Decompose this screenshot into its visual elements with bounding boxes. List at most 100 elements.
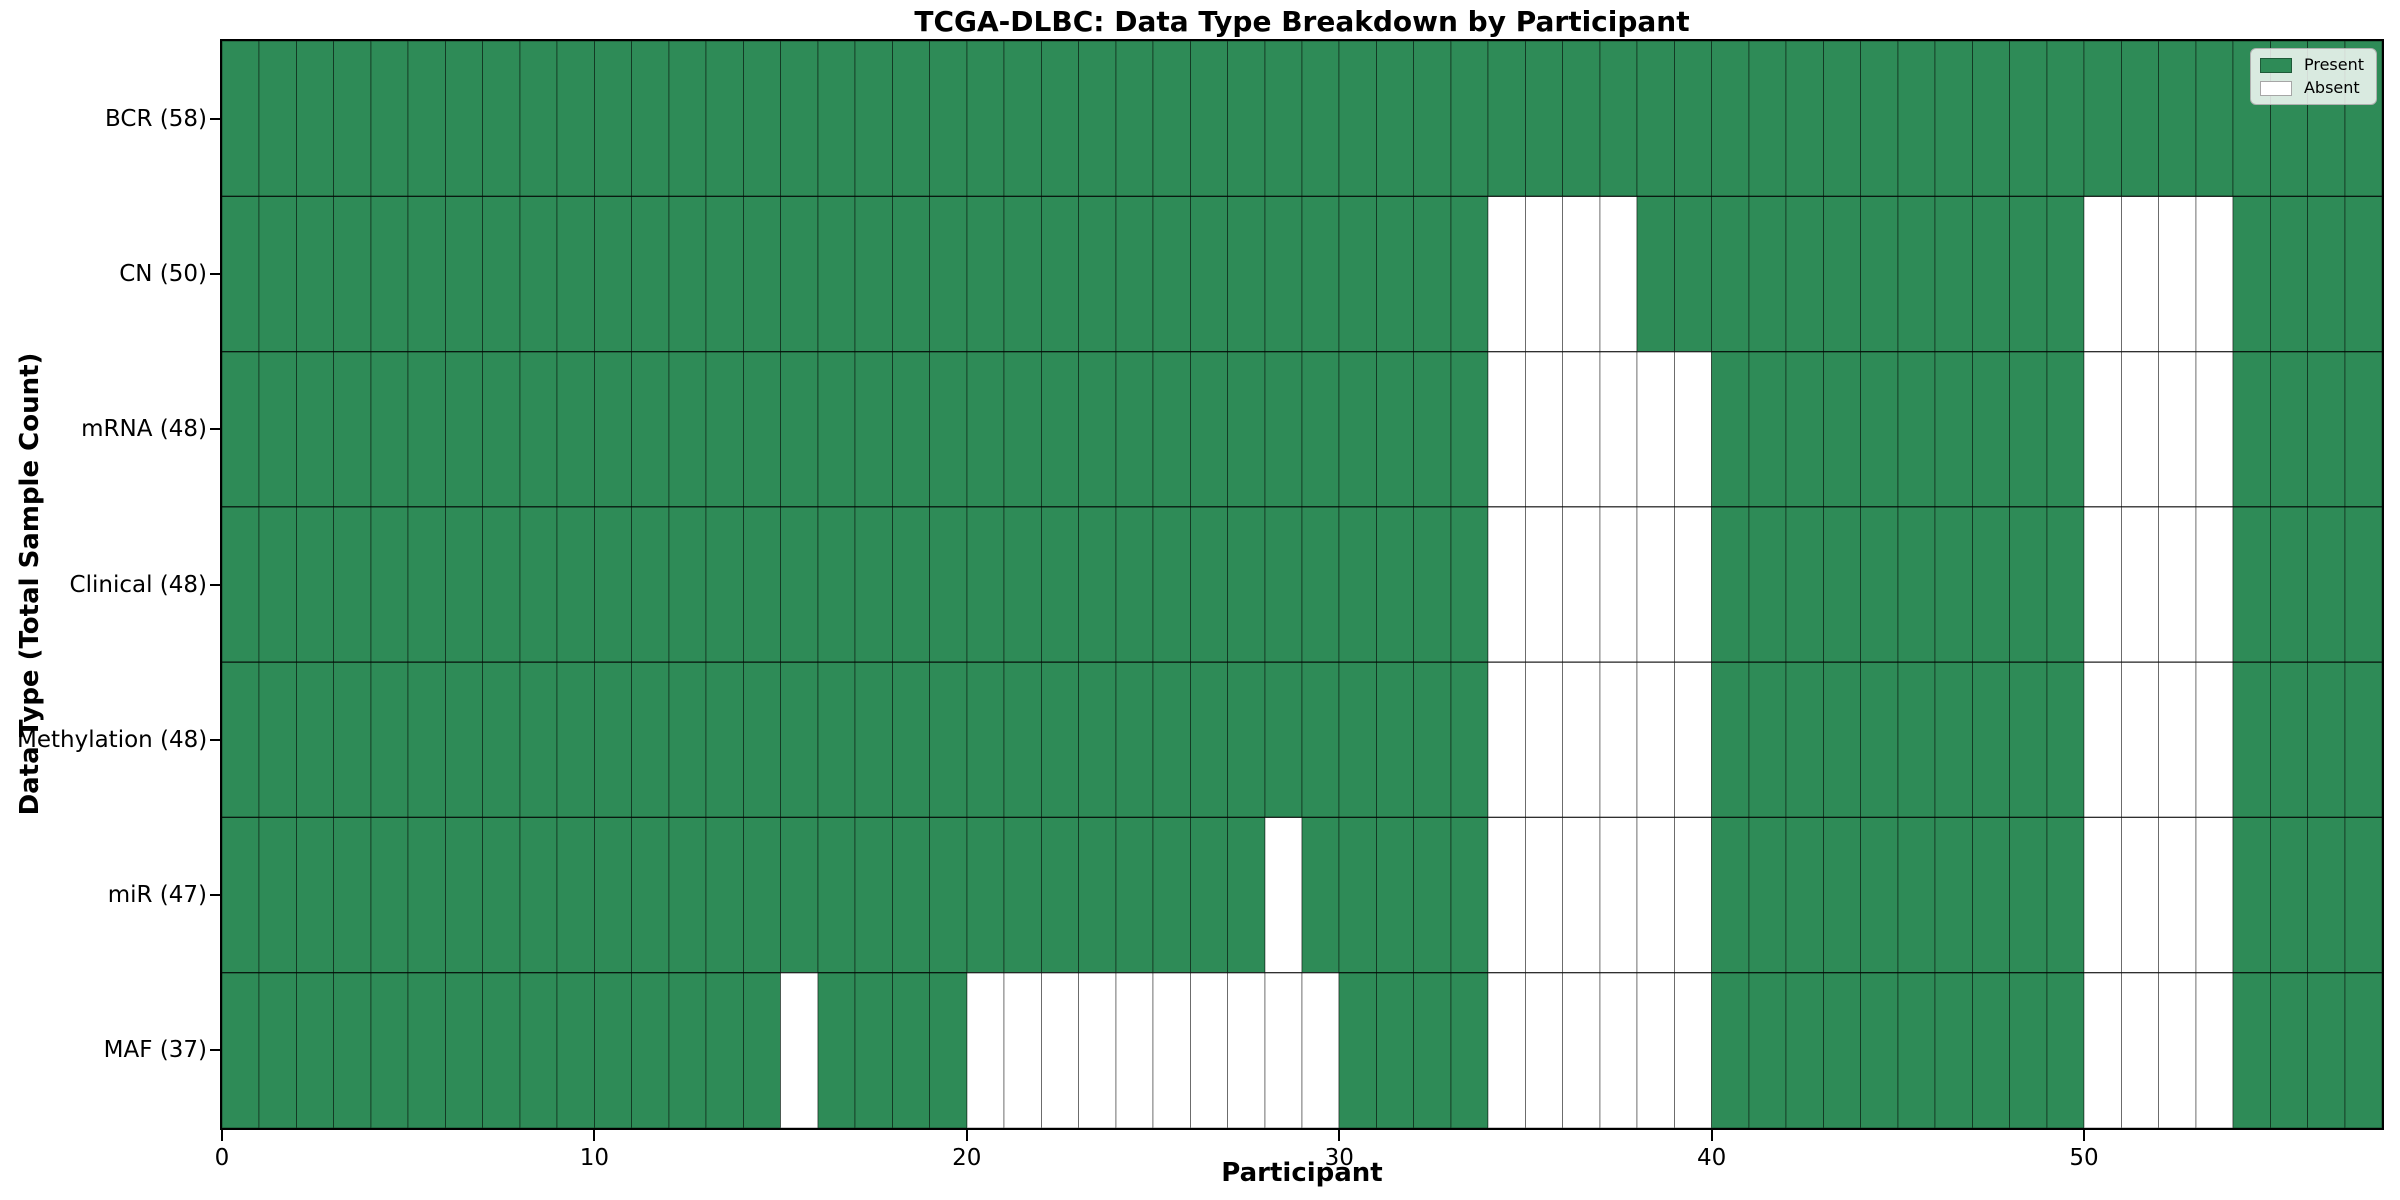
y-tick-mark <box>210 428 221 431</box>
heatmap-cell <box>929 661 968 818</box>
heatmap-cell <box>1860 195 1899 353</box>
heatmap-cell <box>1487 195 1526 353</box>
heatmap-cell <box>1152 816 1191 974</box>
heatmap-cell <box>817 351 856 508</box>
heatmap-cell <box>1897 195 1936 353</box>
heatmap-cell <box>1264 195 1303 353</box>
heatmap-cell <box>1971 506 2011 663</box>
heatmap-cell <box>1599 41 1638 197</box>
heatmap-cell <box>1562 351 1601 508</box>
y-tick-label: MAF (37) <box>103 1037 207 1064</box>
heatmap-cell <box>1562 41 1601 197</box>
y-tick-mark <box>210 1049 221 1052</box>
heatmap-cell <box>742 351 782 508</box>
heatmap-cell <box>1860 351 1899 508</box>
heatmap-cell <box>2083 41 2122 197</box>
heatmap-cell <box>966 972 1005 1128</box>
heatmap-cell <box>1115 816 1154 974</box>
heatmap-cell <box>780 661 819 818</box>
heatmap-cell <box>2083 816 2122 974</box>
heatmap-cell <box>2232 972 2271 1128</box>
heatmap-cell <box>1227 972 1266 1128</box>
heatmap-cell <box>817 506 856 663</box>
heatmap-cell <box>1450 661 1489 818</box>
heatmap-cell <box>2307 351 2346 508</box>
heatmap-cell <box>1301 661 1340 818</box>
heatmap-cell <box>742 41 782 197</box>
heatmap-cell <box>370 351 409 508</box>
heatmap-grid <box>222 41 2382 1128</box>
heatmap-cell <box>295 661 335 818</box>
heatmap-cell <box>1673 195 1713 353</box>
x-tick-label: 50 <box>2069 1145 2099 1171</box>
heatmap-cell <box>2269 195 2309 353</box>
heatmap-cell <box>2158 661 2197 818</box>
heatmap-cell <box>1115 195 1154 353</box>
heatmap-cell <box>2269 506 2309 663</box>
heatmap-cell <box>370 816 409 974</box>
heatmap-cell <box>2307 972 2346 1128</box>
heatmap-cell <box>1003 351 1042 508</box>
heatmap-cell <box>1227 351 1266 508</box>
heatmap-cell <box>2046 41 2085 197</box>
heatmap-cell <box>1860 661 1899 818</box>
heatmap-cell <box>1562 816 1601 974</box>
heatmap-cell <box>1413 661 1452 818</box>
heatmap-cell <box>407 661 446 818</box>
heatmap-cell <box>1078 661 1117 818</box>
heatmap-cell <box>2232 816 2271 974</box>
heatmap-cell <box>891 972 931 1128</box>
x-tick-mark <box>1710 1130 1713 1141</box>
heatmap-cell <box>1934 661 1973 818</box>
heatmap-cell <box>2083 506 2122 663</box>
heatmap-cell <box>2232 506 2271 663</box>
heatmap-cell <box>556 195 595 353</box>
legend-label-present: Present <box>2303 55 2364 74</box>
x-tick-mark <box>593 1130 596 1141</box>
heatmap-cell <box>258 506 297 663</box>
heatmap-cell <box>593 41 633 197</box>
heatmap-cell <box>1078 972 1117 1128</box>
heatmap-cell <box>444 195 484 353</box>
heatmap-cell <box>1413 506 1452 663</box>
heatmap-cell <box>2232 351 2271 508</box>
heatmap-cell <box>1897 972 1936 1128</box>
heatmap-cell <box>1785 41 1824 197</box>
heatmap-cell <box>1860 972 1899 1128</box>
heatmap-cell <box>2195 506 2234 663</box>
heatmap-cell <box>1078 41 1117 197</box>
heatmap-cell <box>966 816 1005 974</box>
heatmap-cell <box>1003 506 1042 663</box>
heatmap-cell <box>631 816 670 974</box>
heatmap-cell <box>407 195 446 353</box>
heatmap-cell <box>1636 661 1675 818</box>
y-tick-mark <box>210 117 221 120</box>
heatmap-cell <box>742 661 782 818</box>
heatmap-cell <box>1487 816 1526 974</box>
heatmap-cell <box>1785 661 1824 818</box>
heatmap-cell <box>1003 816 1042 974</box>
heatmap-cell <box>1152 195 1191 353</box>
heatmap-cell <box>1115 661 1154 818</box>
heatmap-cell <box>854 972 893 1128</box>
heatmap-cell <box>1599 661 1638 818</box>
heatmap-cell <box>1711 972 1750 1128</box>
heatmap-cell <box>929 972 968 1128</box>
heatmap-cell <box>817 195 856 353</box>
heatmap-cell <box>482 816 521 974</box>
heatmap-cell <box>1971 195 2011 353</box>
heatmap-cell <box>1003 972 1042 1128</box>
heatmap-cell <box>1375 195 1415 353</box>
heatmap-cell <box>1040 41 1080 197</box>
heatmap-cell <box>2120 506 2160 663</box>
heatmap-cell <box>929 41 968 197</box>
heatmap-cell <box>482 351 521 508</box>
heatmap-cell <box>631 972 670 1128</box>
heatmap-cell <box>593 661 633 818</box>
heatmap-cell <box>1040 195 1080 353</box>
heatmap-cell <box>1078 816 1117 974</box>
heatmap-cell <box>444 351 484 508</box>
heatmap-cell <box>2307 816 2346 974</box>
heatmap-cell <box>1450 972 1489 1128</box>
legend: Present Absent <box>2249 48 2377 105</box>
